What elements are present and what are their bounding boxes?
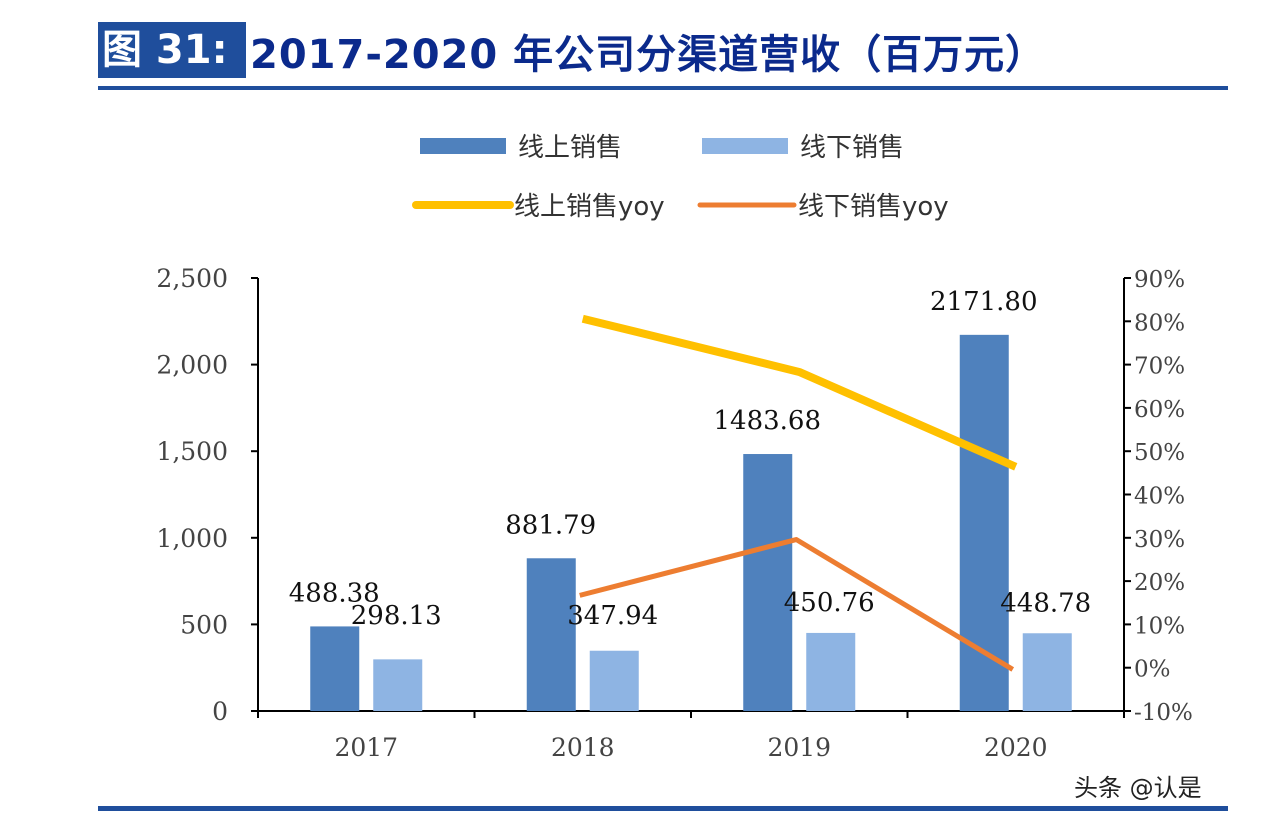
online-sales-bar <box>743 454 793 711</box>
offline-sales-data-label: 298.13 <box>351 601 442 631</box>
offline-sales-data-label: 347.94 <box>567 601 658 631</box>
offline-sales-bar <box>1022 633 1072 711</box>
right-tick-label: 30% <box>1134 527 1185 553</box>
left-tick-label: 0 <box>212 697 228 726</box>
left-tick-label: 1,000 <box>156 524 228 553</box>
online-sales-data-label: 2171.80 <box>930 287 1038 317</box>
x-tick-label: 2017 <box>334 733 398 762</box>
chart-title: 2017-2020 年公司分渠道营收（百万元） <box>250 32 1047 78</box>
left-tick-label: 2,500 <box>156 264 228 293</box>
right-tick-label: 90% <box>1134 267 1185 293</box>
online-sales-bar <box>526 558 576 711</box>
offline-sales-bar <box>373 659 423 711</box>
offline-sales-data-label: 448.78 <box>1000 588 1091 618</box>
right-tick-label: -10% <box>1134 700 1193 726</box>
left-tick-label: 1,500 <box>156 437 228 466</box>
right-tick-label: 80% <box>1134 310 1185 336</box>
online-yoy-line <box>581 314 1018 471</box>
right-tick-label: 20% <box>1134 570 1185 596</box>
legend-swatch-0 <box>420 138 506 154</box>
legend-label: 线上销售yoy <box>514 192 665 222</box>
offline-sales-bar <box>589 650 639 711</box>
online-sales-bar <box>959 334 1009 711</box>
legend-label: 线下销售yoy <box>798 192 949 222</box>
left-tick-label: 2,000 <box>156 351 228 380</box>
online-sales-data-label: 881.79 <box>505 510 596 540</box>
x-tick-label: 2018 <box>551 733 615 762</box>
right-tick-label: 70% <box>1134 354 1185 380</box>
right-tick-label: 60% <box>1134 397 1185 423</box>
offline-sales-bar <box>806 632 856 711</box>
left-tick-label: 500 <box>180 610 228 639</box>
online-sales-data-label: 1483.68 <box>713 406 821 436</box>
figure-label: 图 31: <box>98 22 246 78</box>
watermark: 头条 @认是 <box>1074 774 1202 802</box>
right-tick-label: 10% <box>1134 613 1185 639</box>
right-tick-label: 0% <box>1134 657 1171 683</box>
x-tick-label: 2020 <box>984 733 1048 762</box>
right-tick-label: 50% <box>1134 440 1185 466</box>
legend-label: 线下销售 <box>800 133 904 163</box>
online-sales-data-label: 488.38 <box>289 578 380 608</box>
bottom-divider <box>98 806 1228 811</box>
right-tick-label: 40% <box>1134 484 1185 510</box>
offline-sales-data-label: 450.76 <box>784 588 875 618</box>
online-sales-bar <box>310 626 360 711</box>
legend-label: 线上销售 <box>518 133 622 163</box>
offline-yoy-line <box>579 537 1015 672</box>
x-tick-label: 2019 <box>767 733 831 762</box>
legend-swatch-1 <box>702 138 788 154</box>
top-divider <box>98 86 1228 90</box>
